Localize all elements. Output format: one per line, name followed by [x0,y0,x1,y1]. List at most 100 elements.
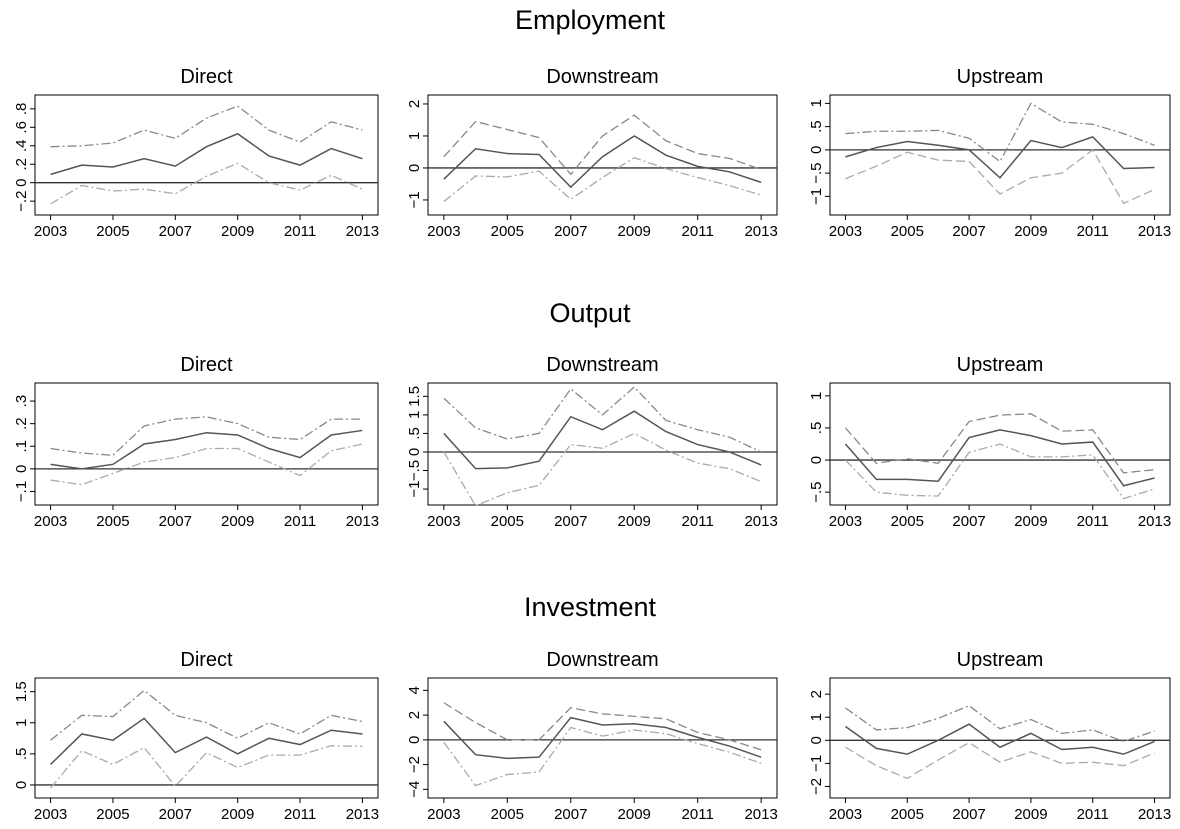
panel: Direct 2003 2005 2007 2009 2011 2013 −.1 0 .1 .2 .3 [13,354,379,530]
y-tick-label: 0 [406,164,423,172]
plot-frame [34,382,379,506]
y-tick-label: 0 [13,465,30,473]
plot-frame [427,382,778,506]
plot-frame [829,677,1171,799]
y-tick-label: −2 [808,778,825,795]
series-line [845,148,1155,205]
x-tick-label: 2009 [221,513,254,530]
section-title: Employment [515,5,666,35]
panel-title: Upstream [957,649,1044,671]
y-tick-label: −.2 [13,191,30,212]
x-tick-label: 2011 [284,513,316,530]
series-line [50,162,363,205]
panel-title: Upstream [957,66,1044,88]
y-tick-label: −1 [406,481,423,498]
panel: Upstream 2003 2005 2007 2009 2011 2013 −1 −.5 0 .5… [808,66,1171,240]
x-tick-label: 2013 [744,806,777,823]
x-tick-label: 2009 [1014,806,1047,823]
y-tick-label: 0 [406,736,423,744]
y-tick-label: −4 [406,781,423,798]
series-line [845,704,1155,743]
x-tick-label: 2005 [891,223,924,240]
series-line [443,386,762,453]
x-tick-label: 2013 [1138,513,1171,530]
panel: Direct 2003 2005 2007 2009 2011 2013 0 .5 1 1.5 [13,649,379,823]
x-tick-label: 2007 [952,513,985,530]
x-tick-label: 2009 [618,223,651,240]
section-title: Output [549,298,631,328]
series-line [50,745,363,789]
panel: Downstream 2003 2005 2007 2009 2011 2013 −1−.5 0… [406,354,778,530]
series-line [845,723,1155,755]
panel-title: Downstream [546,354,658,376]
y-tick-label: 2 [406,711,423,719]
x-tick-label: 2005 [891,806,924,823]
y-tick-label: 1.5 [13,681,30,702]
x-tick-label: 2009 [221,223,254,240]
x-tick-label: 2003 [427,806,460,823]
y-tick-label: 1 [406,411,423,419]
x-tick-label: 2007 [554,806,587,823]
x-tick-label: 2003 [34,806,67,823]
y-tick-label: .8 [13,103,30,116]
panel: Downstream 2003 2005 2007 2009 2011 2013 −4 −2 0 2… [406,649,778,823]
x-tick-label: 2011 [682,806,714,823]
series-line [50,132,363,176]
x-tick-label: 2005 [96,806,129,823]
series-line [443,410,762,470]
y-tick-label: 0 [13,781,30,789]
x-tick-label: 2011 [284,806,316,823]
y-tick-label: .5 [13,748,30,761]
series-line [443,114,762,176]
x-tick-label: 2009 [618,806,651,823]
x-tick-label: 2003 [34,223,67,240]
x-tick-label: 2013 [346,806,379,823]
x-tick-label: 2003 [829,223,862,240]
y-tick-label: 0 [406,448,423,456]
panel-title: Direct [180,66,233,88]
series-line [50,443,363,486]
x-tick-label: 2005 [491,513,524,530]
y-tick-label: 0 [808,456,825,464]
x-tick-label: 2011 [1077,223,1109,240]
series-line [50,689,363,741]
series-line [443,432,762,507]
y-tick-label: 0 [13,179,30,187]
y-tick-label: 1 [808,713,825,721]
series-line [844,429,1155,487]
series-line [50,416,363,456]
y-tick-label: −1 [808,188,825,205]
x-tick-label: 2013 [346,513,379,530]
y-tick-label: −.5 [406,460,423,481]
y-tick-label: 1 [808,99,825,107]
y-tick-label: .5 [406,427,423,440]
y-tick-label: 1 [406,132,423,140]
y-tick-label: 1 [13,719,30,727]
x-tick-label: 2013 [1138,806,1171,823]
plot-frame [34,94,379,216]
x-tick-label: 2013 [1138,223,1171,240]
panel: Direct 2003 2005 2007 2009 2011 2013 −.2 0 .2 .4 .6… [13,66,379,240]
x-tick-label: 2013 [346,223,379,240]
series-line [845,135,1155,179]
x-tick-label: 2005 [491,223,524,240]
x-tick-label: 2003 [427,223,460,240]
y-tick-label: .3 [13,395,30,408]
x-tick-label: 2007 [159,223,192,240]
x-tick-label: 2003 [829,806,862,823]
series-line [50,717,363,765]
x-tick-label: 2007 [159,806,192,823]
x-tick-label: 2011 [284,223,316,240]
series-line [844,443,1155,500]
x-tick-label: 2011 [682,223,714,240]
section-title: Investment [524,592,657,622]
panel: Upstream 2003 2005 2007 2009 2011 2013 −2 −1 0 1 2 [808,649,1171,823]
series-line [443,135,762,189]
x-tick-label: 2013 [744,513,777,530]
panel-title: Direct [180,354,233,376]
y-tick-label: .2 [13,417,30,430]
series-line [844,413,1155,474]
series-line [443,726,762,787]
